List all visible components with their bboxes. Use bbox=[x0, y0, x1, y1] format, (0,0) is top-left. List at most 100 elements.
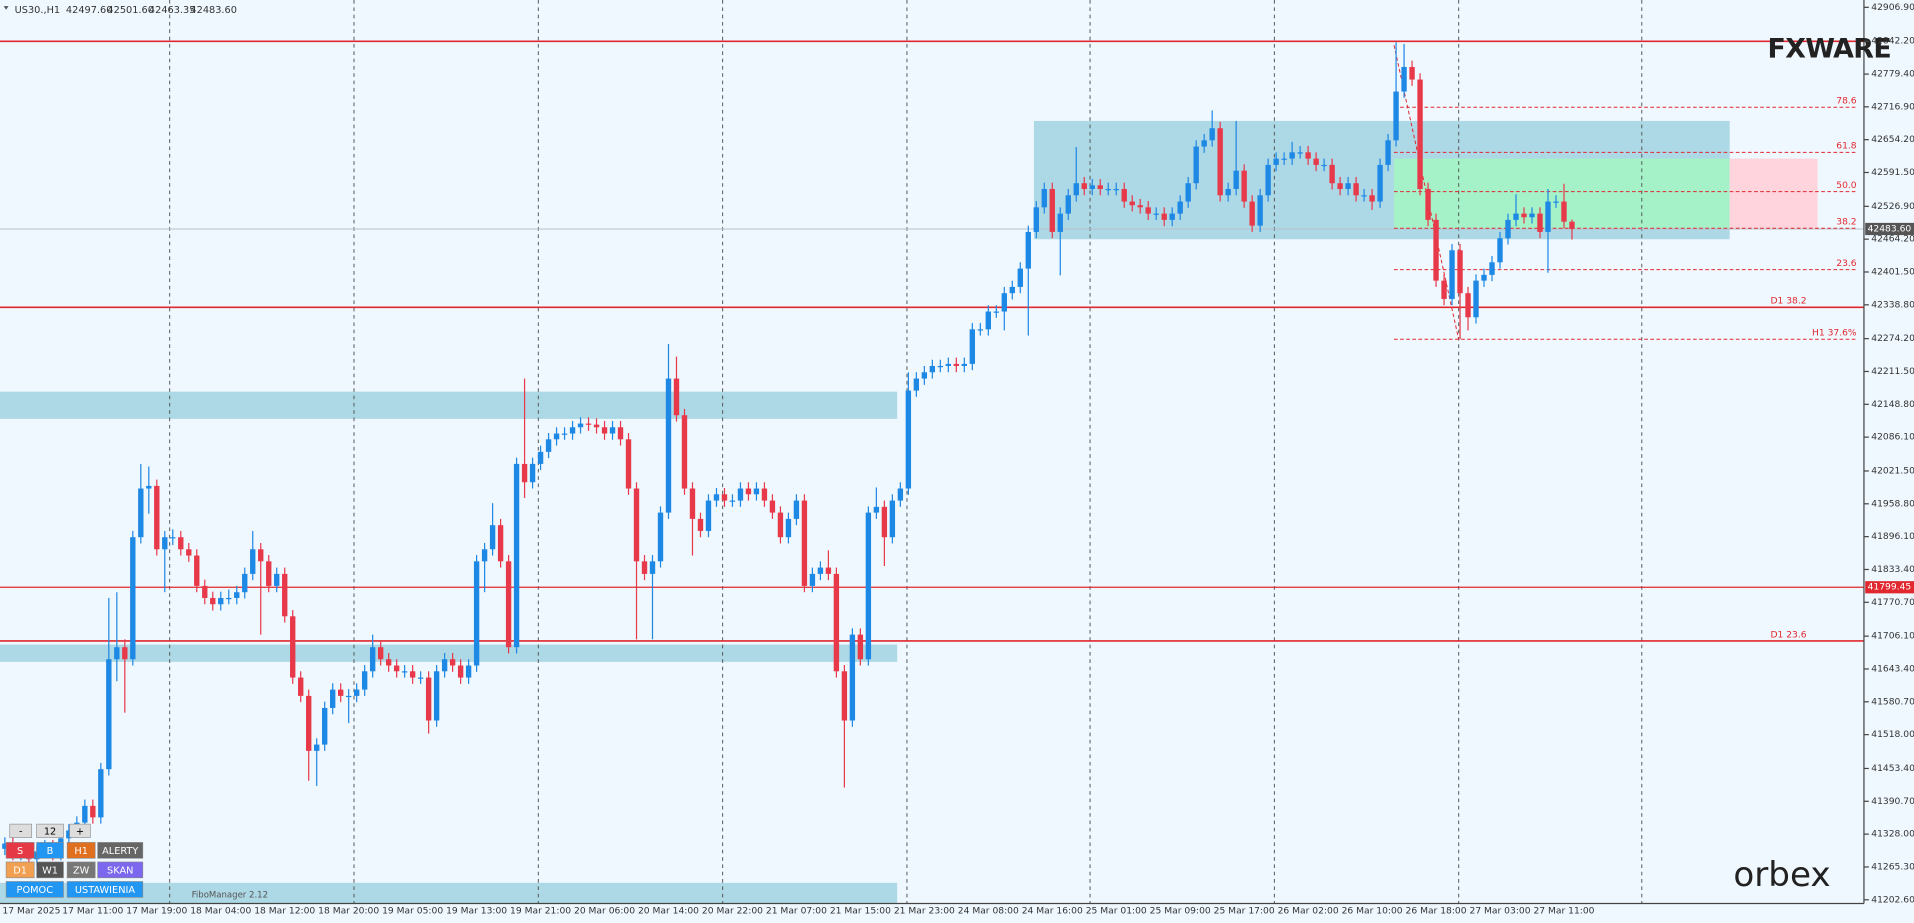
toolbar-button[interactable] bbox=[36, 842, 64, 859]
y-tick-label: 42148.80 bbox=[1871, 400, 1914, 410]
candle-body bbox=[242, 573, 248, 593]
toolbar-button-label[interactable]: USTAWIENIA bbox=[75, 885, 135, 896]
candle-body bbox=[250, 549, 256, 574]
toolbar-button-label[interactable]: H1 bbox=[74, 846, 88, 857]
y-tick-label: 42021.50 bbox=[1871, 466, 1914, 476]
candle-body bbox=[441, 659, 448, 672]
toolbar-button-label[interactable]: + bbox=[76, 826, 84, 837]
candle-body bbox=[705, 500, 712, 531]
x-tick-label: 20 Mar 22:00 bbox=[702, 906, 763, 916]
zones bbox=[0, 120, 1818, 904]
x-tick-label: 27 Mar 11:00 bbox=[1533, 906, 1594, 916]
candle-body bbox=[1257, 195, 1263, 226]
candle-body bbox=[969, 329, 976, 364]
toolbar-button[interactable] bbox=[66, 881, 144, 898]
candle-body bbox=[322, 707, 328, 745]
candle-body bbox=[282, 573, 288, 617]
candle-body bbox=[1081, 183, 1087, 189]
y-tick-label: 41770.70 bbox=[1871, 598, 1914, 608]
candle-body bbox=[1353, 183, 1359, 196]
toolbar-button-label[interactable]: S bbox=[17, 846, 23, 857]
candle-body bbox=[809, 573, 816, 586]
candle-body bbox=[2, 843, 8, 849]
candle-body bbox=[202, 585, 208, 598]
candle-body bbox=[753, 488, 760, 495]
candle-body bbox=[697, 518, 704, 531]
candle-body bbox=[194, 555, 200, 586]
candle-body bbox=[417, 677, 424, 679]
candle-body bbox=[553, 433, 560, 440]
toolbar-button-label[interactable]: ZW bbox=[73, 866, 90, 877]
toolbar-button-label[interactable]: B bbox=[47, 846, 54, 857]
alert-label: 41799.45 bbox=[1868, 583, 1912, 593]
candle-body bbox=[1161, 213, 1167, 220]
toolbar-button[interactable] bbox=[5, 842, 35, 859]
toolbar-button[interactable] bbox=[97, 842, 144, 859]
last-price-box bbox=[1865, 222, 1914, 236]
y-tick-label: 42464.20 bbox=[1871, 235, 1914, 245]
toolbar-button[interactable] bbox=[36, 861, 64, 879]
candle-body bbox=[130, 537, 136, 660]
candle-body bbox=[1545, 201, 1551, 232]
toolbar: - 12 + S B H1 ALERTY D1 W1 ZW SKAN POMOC USTAWIENIA bbox=[5, 823, 144, 898]
x-tick-label: 21 Mar 07:00 bbox=[766, 906, 827, 916]
candle-body bbox=[345, 695, 352, 698]
candle-body bbox=[1057, 213, 1063, 232]
candle-body bbox=[1121, 188, 1127, 202]
candle-body bbox=[641, 561, 648, 574]
toolbar-button-label[interactable]: 12 bbox=[44, 826, 56, 837]
toolbar-button-label[interactable]: D1 bbox=[13, 866, 27, 877]
candle-body bbox=[1185, 183, 1191, 202]
candle-body bbox=[433, 671, 440, 721]
candle-body bbox=[210, 597, 216, 605]
candle-body bbox=[761, 488, 768, 501]
candle-body bbox=[122, 647, 128, 660]
toolbar-button[interactable] bbox=[9, 823, 33, 838]
toolbar-button[interactable] bbox=[66, 842, 96, 859]
toolbar-button[interactable] bbox=[69, 823, 91, 838]
toolbar-button[interactable] bbox=[5, 861, 35, 879]
x-tick-label: 17 Mar 19:00 bbox=[126, 906, 187, 916]
candle-body bbox=[1377, 164, 1383, 202]
toolbar-button[interactable] bbox=[5, 881, 64, 898]
candle-body bbox=[617, 427, 624, 440]
y-tick-label: 41518.00 bbox=[1871, 730, 1914, 740]
candle-body bbox=[793, 500, 800, 519]
toolbar-button-label[interactable]: - bbox=[19, 826, 23, 837]
candle-body bbox=[401, 671, 408, 673]
y-tick-label: 41453.40 bbox=[1871, 764, 1914, 774]
candle-body bbox=[1137, 205, 1143, 208]
candle-body bbox=[1169, 213, 1175, 220]
candle-body bbox=[1345, 183, 1351, 189]
candle-body bbox=[937, 365, 944, 368]
candle-body bbox=[1041, 188, 1047, 208]
candle-body bbox=[178, 537, 184, 550]
toolbar-button-label[interactable]: POMOC bbox=[17, 885, 54, 896]
y-tick-label: 41390.70 bbox=[1871, 797, 1914, 807]
toolbar-button[interactable] bbox=[66, 861, 96, 879]
candle-body bbox=[1065, 195, 1071, 214]
y-tick-label: 42401.50 bbox=[1871, 267, 1914, 277]
candle-body bbox=[1513, 213, 1519, 220]
toolbar-button-label[interactable]: SKAN bbox=[107, 866, 133, 877]
toolbar-button[interactable] bbox=[36, 823, 64, 838]
candle-body bbox=[1473, 280, 1479, 318]
candle-body bbox=[1009, 286, 1015, 294]
x-tick-label: 24 Mar 16:00 bbox=[1022, 906, 1083, 916]
candle-body bbox=[569, 427, 576, 434]
candle-body bbox=[274, 573, 280, 586]
x-tick-label: 20 Mar 14:00 bbox=[638, 906, 699, 916]
y-tick-label: 41265.30 bbox=[1871, 862, 1914, 872]
fib-anchor bbox=[1393, 45, 1460, 340]
candle-body bbox=[154, 485, 160, 550]
candle-body bbox=[1073, 183, 1079, 196]
toolbar-button[interactable] bbox=[97, 861, 144, 879]
fib-label: 78.6 bbox=[1836, 97, 1857, 107]
toolbar-button-label[interactable]: ALERTY bbox=[102, 846, 138, 857]
candle-body bbox=[1177, 201, 1183, 214]
candle-body bbox=[98, 769, 104, 818]
toolbar-button-label[interactable]: W1 bbox=[42, 866, 58, 877]
candle-body bbox=[1289, 152, 1295, 159]
candle-body bbox=[993, 311, 999, 313]
candle-body bbox=[234, 592, 240, 598]
